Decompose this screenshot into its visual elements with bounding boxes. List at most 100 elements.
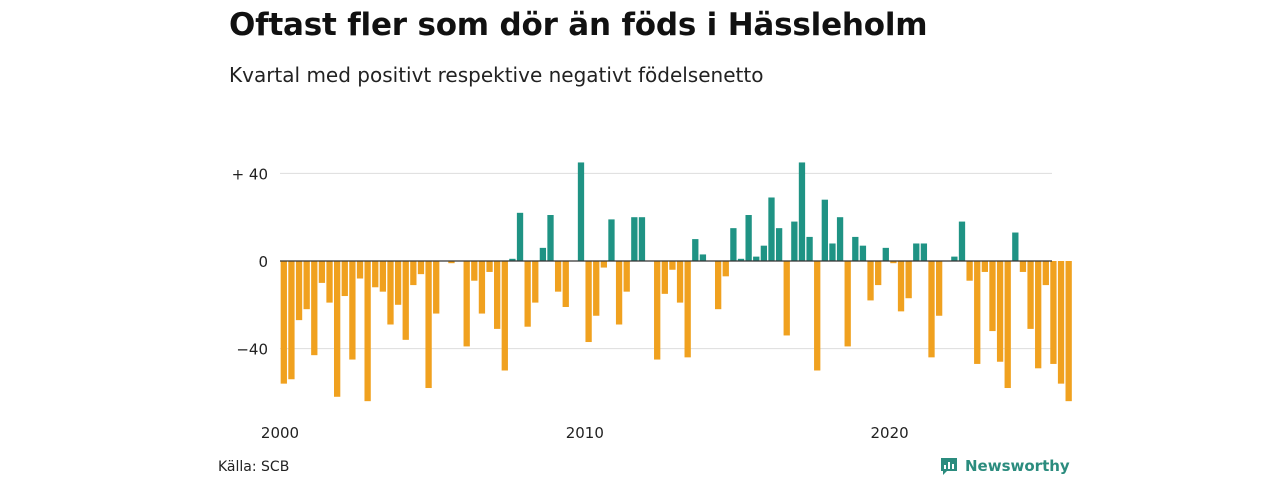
bar [676,261,684,303]
bar [951,256,958,261]
bar [1004,261,1011,389]
bar [410,261,417,286]
bar [974,261,981,364]
bar [684,261,691,358]
bar [989,261,996,332]
bar [509,258,516,261]
bar [966,261,973,281]
bar [311,261,318,356]
bar [585,261,592,343]
bar [1042,261,1049,286]
bar [295,261,303,321]
bar [387,261,394,325]
bar [836,217,844,261]
bar [402,261,409,340]
bar [867,261,874,301]
bar [890,261,897,264]
chart-subtitle: Kvartal med positivt respektive negativt… [229,63,764,87]
bar [1027,261,1034,329]
bar [875,261,882,286]
bar [760,245,768,261]
x-tick-label: 2010 [566,424,604,442]
bar [737,258,745,261]
bar [920,243,928,261]
grid-lines [280,172,1052,350]
bar [996,261,1004,362]
bar [501,261,508,371]
bar [821,199,828,261]
bar [623,261,630,292]
bar [532,261,539,303]
bar [288,261,295,380]
bar [1035,261,1042,369]
bar [1012,232,1019,261]
y-tick-label: + 40 [232,165,268,183]
x-tick-label: 2020 [871,424,909,442]
bar [859,245,867,261]
bar [1057,261,1065,384]
bar [798,162,806,261]
bar [745,215,752,261]
bar [1065,261,1072,402]
bar [928,261,935,358]
bar [829,243,836,261]
bar [364,261,371,402]
bar [593,261,600,316]
bar [562,261,569,307]
bar [280,261,287,384]
bar [661,261,668,294]
bar [349,261,356,360]
bar [486,261,493,272]
bar [730,228,737,261]
bar [600,261,607,268]
bar [806,236,813,261]
bar [433,261,440,314]
x-tick-label: 2000 [261,424,299,442]
bar [318,261,326,283]
bar [448,261,455,264]
y-tick-label: −40 [236,341,268,359]
y-tick-label: 0 [258,253,268,271]
axis-labels: + 40 0 −40 2000 2010 2020 [232,165,909,442]
bar [775,228,783,261]
bar [356,261,364,279]
bar [554,261,562,292]
bar [852,236,859,261]
bar [699,254,707,261]
bar [577,162,585,261]
bar [768,197,775,261]
bar [913,243,920,261]
bar [905,261,912,299]
bar [516,212,524,261]
bar [379,261,387,292]
bar [882,247,889,261]
bar [958,221,966,261]
bar [524,261,531,327]
bar [494,261,501,329]
brand-name: Newsworthy [965,457,1070,475]
bar [1019,261,1027,272]
bar [654,261,661,360]
bar [783,261,790,336]
source-note: Källa: SCB [218,459,290,475]
bar [372,261,379,288]
bar [547,215,554,261]
newsworthy-logo-icon [941,458,957,475]
bar [692,239,699,261]
bar [814,261,821,371]
chart-title: Oftast fler som dör än föds i Hässleholm [229,7,928,43]
bar [1050,261,1057,364]
bar [394,261,402,305]
bar [935,261,943,316]
bar [897,261,905,312]
bar [471,261,478,281]
bar [722,261,729,277]
bar [326,261,333,303]
bar [417,261,425,275]
brand-logo: Newsworthy [939,456,1070,476]
bar [791,221,798,261]
bar [425,261,432,389]
bar [638,217,646,261]
bars [280,162,1072,402]
